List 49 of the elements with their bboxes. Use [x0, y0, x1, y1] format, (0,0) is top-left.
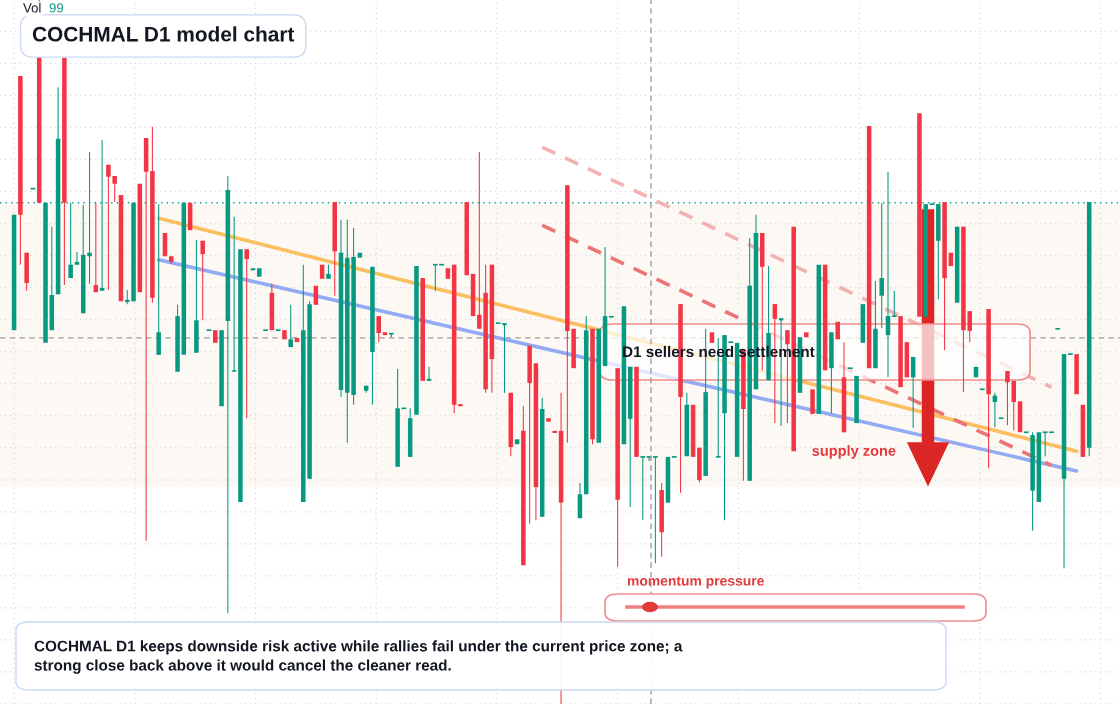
candlestick	[854, 375, 859, 424]
candlestick	[979, 388, 986, 391]
candlestick	[213, 330, 218, 343]
candlestick	[1023, 431, 1030, 434]
candlestick	[458, 404, 463, 407]
text: COCHMAL D1 model chart	[32, 26, 295, 42]
candlestick	[847, 367, 854, 370]
candlestick	[891, 290, 898, 317]
candlestick	[420, 278, 426, 381]
candlestick	[546, 418, 551, 422]
annotation: Vol	[23, 2, 41, 13]
candlestick	[810, 389, 815, 414]
candlestick	[997, 417, 1005, 420]
candlestick	[608, 315, 615, 318]
candlestick	[464, 202, 470, 276]
candlestick	[326, 264, 331, 279]
candlestick	[357, 252, 363, 258]
candlestick	[652, 456, 659, 564]
candlestick	[274, 329, 282, 332]
candlestick	[835, 321, 840, 340]
candlestick	[238, 249, 243, 502]
candlestick	[414, 266, 419, 415]
candlestick	[156, 204, 161, 355]
candlestick	[709, 332, 715, 343]
candlestick	[1074, 354, 1079, 395]
candlestick	[445, 268, 451, 279]
candlestick	[194, 240, 199, 353]
candlestick	[219, 330, 224, 407]
annotation: COCHMAL D1 keeps downside risk active while rallies fail under the current price zone; a strong close back above it would cancel the cleaner read.	[34, 640, 683, 674]
band-label: supply zone	[812, 445, 896, 459]
annotation: momentum pressure	[627, 576, 764, 589]
candlestick	[634, 366, 639, 457]
candlestick	[282, 330, 287, 340]
candlestick	[262, 329, 269, 332]
candlestick	[917, 113, 922, 317]
candlestick	[382, 332, 388, 336]
candlestick	[514, 439, 520, 445]
candlestick	[231, 216, 237, 372]
candlestick	[898, 316, 903, 388]
candlestick	[257, 268, 262, 277]
candlestick	[1054, 327, 1061, 330]
candlestick	[639, 456, 647, 521]
candlestick	[804, 332, 809, 338]
candlestick	[169, 256, 174, 264]
candlestick	[879, 202, 884, 329]
annotation: 99	[49, 3, 64, 13]
candlestick	[205, 329, 213, 332]
candlestick	[288, 304, 293, 348]
candlestick	[29, 187, 37, 190]
